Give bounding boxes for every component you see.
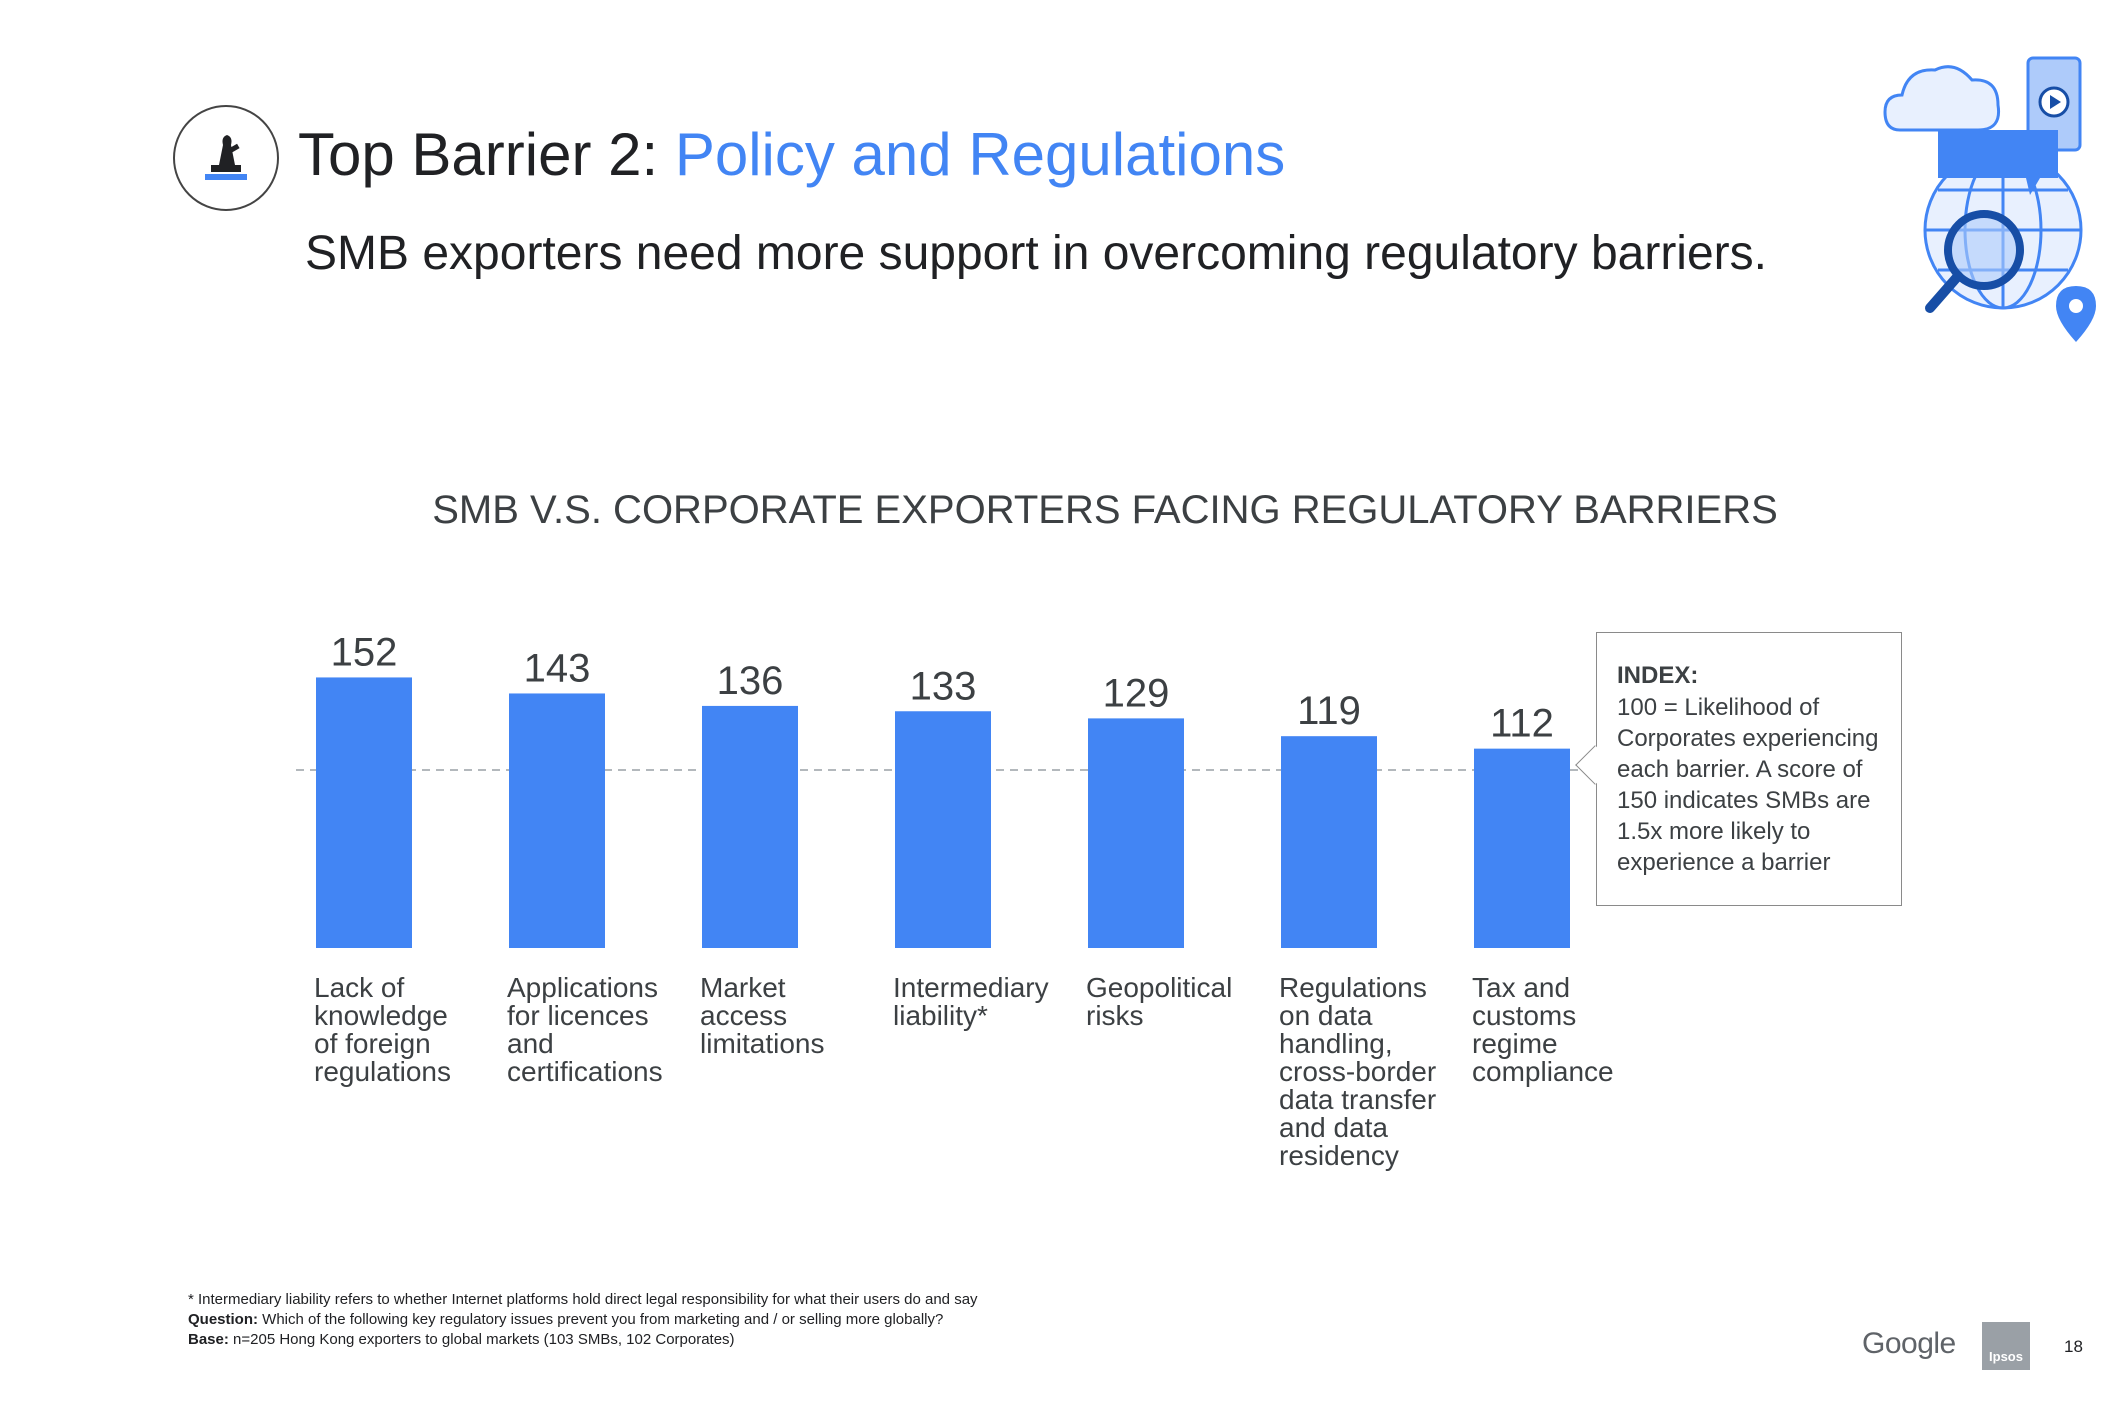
- page-number: 18: [2064, 1337, 2083, 1356]
- footnote-base-text: n=205 Hong Kong exporters to global mark…: [228, 1331, 735, 1348]
- bar: [1088, 718, 1184, 948]
- bar: [1474, 748, 1570, 948]
- category-label-line: customs: [1472, 1000, 1577, 1031]
- category-label-line: Intermediary: [893, 972, 1049, 1003]
- category-label-line: compliance: [1472, 1056, 1614, 1087]
- category-label-line: limitations: [700, 1028, 825, 1059]
- bar: [1281, 736, 1377, 948]
- category-label: Regulations on data handling, cross-border d…: [1279, 974, 1469, 1170]
- index-note-text: 100 = Likelihood of Corporates experienc…: [1617, 694, 1879, 876]
- category-label-line: and: [507, 1028, 554, 1059]
- category-label-line: regulations: [314, 1056, 451, 1087]
- footnotes: * Intermediary liability refers to wheth…: [188, 1290, 978, 1350]
- index-note-heading: INDEX:: [1617, 662, 1699, 689]
- data-label: 136: [717, 659, 784, 703]
- footnote-intermediary: * Intermediary liability refers to wheth…: [188, 1291, 978, 1308]
- google-logo: Google: [1862, 1327, 1956, 1360]
- footnote-question-text: Which of the following key regulatory is…: [258, 1311, 944, 1328]
- category-label-line: for licences: [507, 1000, 649, 1031]
- category-label-line: Tax and: [1472, 972, 1571, 1003]
- bar: [316, 677, 412, 948]
- footnote-base-label: Base:: [188, 1331, 229, 1348]
- data-label: 133: [910, 664, 977, 708]
- category-label-line: Regulations: [1279, 972, 1427, 1003]
- category-label-line: and data: [1279, 1112, 1388, 1143]
- category-label-line: residency: [1279, 1140, 1399, 1171]
- category-label: Applications for licences and certification…: [507, 974, 697, 1086]
- stamp-icon-graphic: [205, 135, 247, 180]
- category-label-line: certifications: [507, 1056, 663, 1087]
- data-label: 112: [1490, 702, 1554, 746]
- data-label: 143: [524, 646, 591, 690]
- category-label-line: Market: [700, 972, 786, 1003]
- category-label-line: risks: [1086, 1000, 1144, 1031]
- page-subtitle: SMB exporters need more support in overc…: [305, 227, 1767, 280]
- chart-title: SMB V.S. CORPORATE EXPORTERS FACING REGU…: [432, 488, 1778, 532]
- ipsos-logo: Ipsos: [1982, 1322, 2030, 1370]
- footnote-question-label: Question:: [188, 1311, 258, 1328]
- index-note: INDEX: 100 = Likelihood of Corporates ex…: [1575, 632, 1902, 906]
- category-label-line: Applications: [507, 972, 658, 1003]
- category-label: Tax and customs regime compliance: [1472, 974, 1662, 1086]
- category-label-line: liability*: [893, 1000, 988, 1031]
- footnote-question: Question: Which of the following key reg…: [188, 1310, 978, 1330]
- page-title-prefix: Top Barrier 2:: [298, 121, 675, 188]
- category-label: Intermediary liability*: [893, 974, 1083, 1030]
- category-label-line: regime: [1472, 1028, 1558, 1059]
- category-label-line: on data: [1279, 1000, 1373, 1031]
- category-label-line: knowledge: [314, 1000, 448, 1031]
- global-trade-illustration: [1883, 56, 2096, 342]
- bar: [895, 711, 991, 948]
- data-label: 152: [331, 630, 398, 674]
- category-label-line: of foreign: [314, 1028, 431, 1059]
- page-title-accent: Policy and Regulations: [674, 121, 1286, 188]
- category-label-line: handling,: [1279, 1028, 1393, 1059]
- data-label: 129: [1103, 671, 1170, 715]
- bar: [509, 693, 605, 948]
- page-title: Top Barrier 2: Policy and Regulations: [298, 115, 1285, 195]
- category-label-line: cross-border: [1279, 1056, 1437, 1087]
- category-label: Lack of knowledge of foreign regulations: [314, 974, 504, 1086]
- category-label-line: Geopolitical: [1086, 972, 1233, 1003]
- category-label-line: Lack of: [314, 972, 405, 1003]
- category-label-line: access: [700, 1000, 788, 1031]
- data-label: 119: [1297, 689, 1361, 733]
- stamp-icon: [173, 105, 279, 211]
- category-label: Geopolitical risks: [1086, 974, 1276, 1030]
- category-label-line: data transfer: [1279, 1084, 1437, 1115]
- category-label: Market access limitations: [700, 974, 890, 1058]
- bar: [702, 705, 798, 948]
- footnote-base: Base: n=205 Hong Kong exporters to globa…: [188, 1330, 978, 1350]
